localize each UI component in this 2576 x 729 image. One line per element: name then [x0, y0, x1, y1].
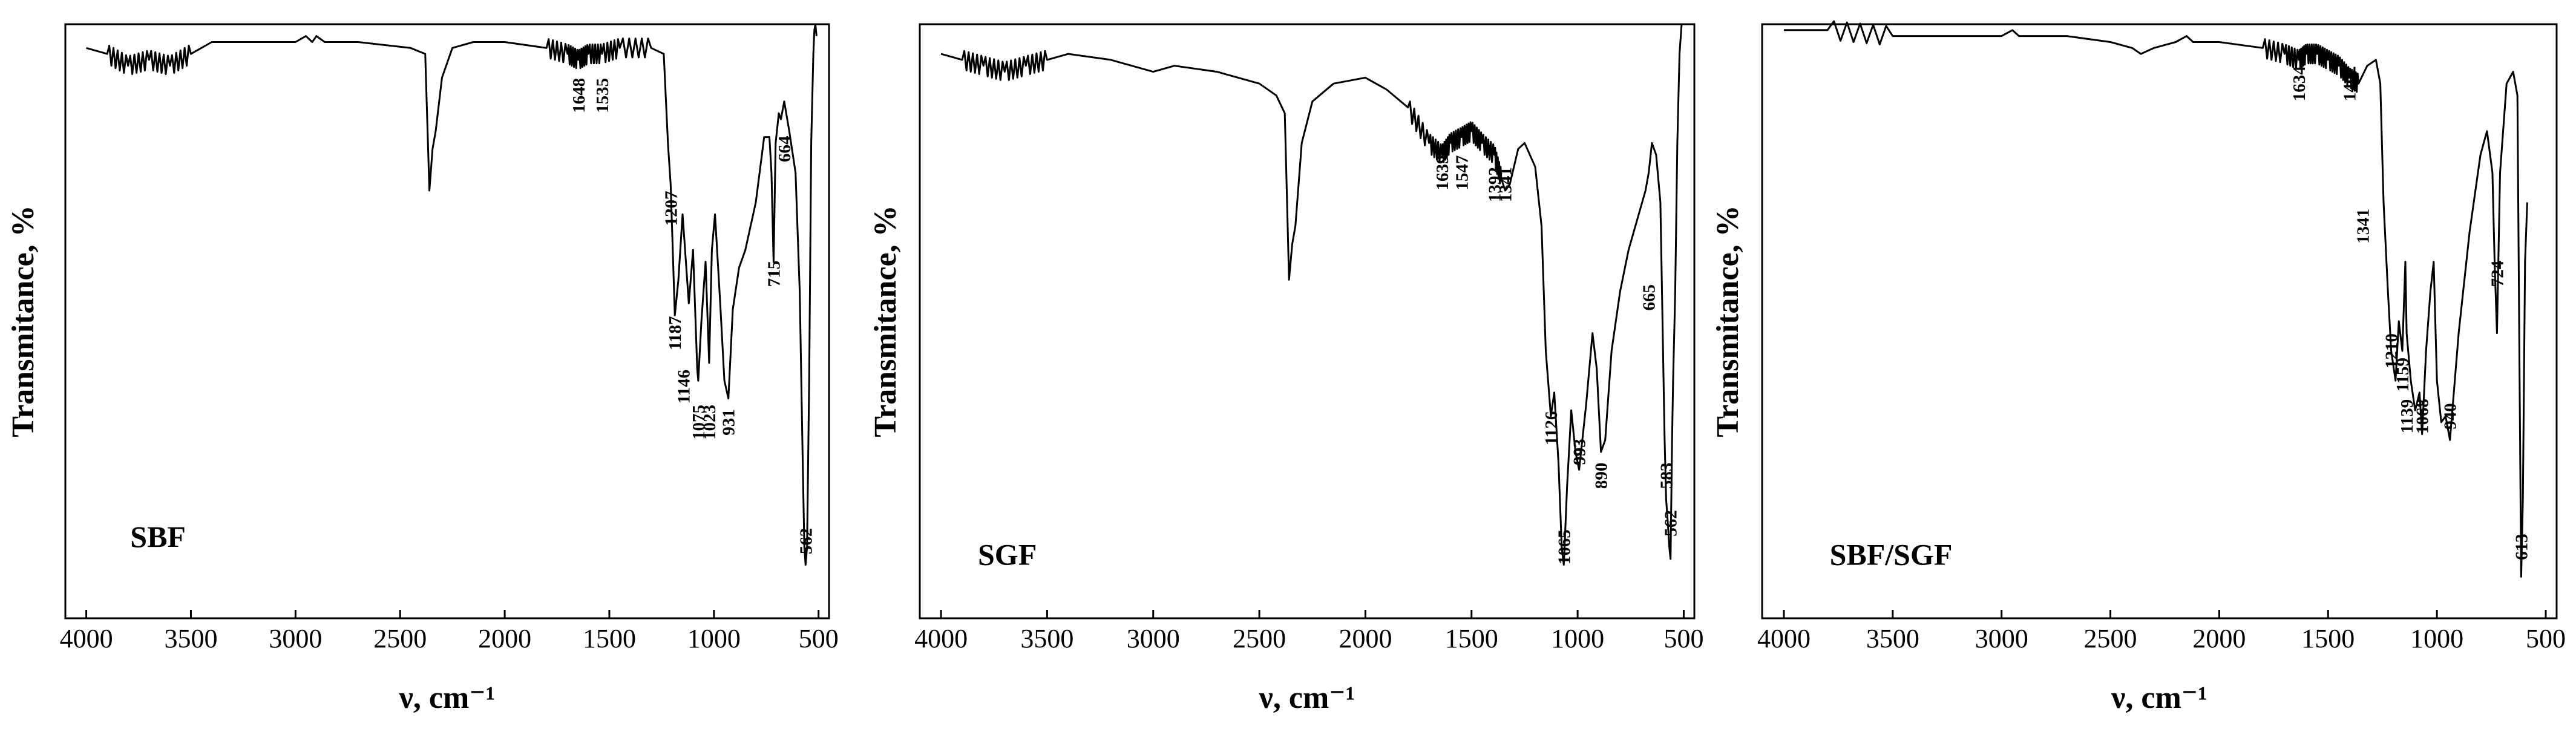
x-axis-title: ν, cm⁻¹	[2111, 681, 2207, 715]
panel-name: SBF	[130, 520, 186, 554]
x-tick-label: 2500	[1233, 624, 1286, 653]
spectrum-line	[1784, 20, 2528, 578]
x-tick-label: 1000	[687, 624, 741, 653]
x-tick-label: 1000	[2410, 624, 2463, 653]
x-tick-label: 3000	[1975, 624, 2028, 653]
peak-label: 1402	[2341, 66, 2360, 101]
peak-label: 613	[2512, 534, 2531, 560]
panel-0: 4000 3500 3000 2500 2000 1500 1000 500 ν, cm⁻¹ Tr…	[6, 23, 839, 715]
peak-label: 1648	[569, 78, 589, 113]
x-tick-label: 1000	[1551, 624, 1604, 653]
x-tick-label: 500	[2526, 624, 2566, 653]
plot-frame	[919, 23, 1696, 619]
peak-label: 931	[719, 409, 739, 436]
panel-2: 4000 3500 3000 2500 2000 1500 1000 500 ν, cm⁻¹ Tr…	[1711, 20, 2566, 715]
peak-label: 664	[775, 136, 795, 162]
peak-label: 1146	[674, 370, 693, 404]
x-tick-label: 3500	[1866, 624, 1919, 653]
peak-label: 1023	[700, 405, 719, 440]
x-axis-title: ν, cm⁻¹	[399, 681, 496, 715]
x-tick-label: 2500	[373, 624, 427, 653]
peak-label: 1341	[2353, 209, 2373, 244]
x-tick-label: 3500	[1020, 624, 1073, 653]
peak-label: 1392	[1486, 167, 1505, 202]
peak-label: 1126	[1542, 411, 1561, 445]
peak-label: 1547	[1452, 155, 1472, 191]
peak-label: 890	[1592, 463, 1611, 489]
x-tick-label: 4000	[914, 624, 968, 653]
x-tick-label: 1500	[1445, 624, 1498, 653]
x-tick-label: 3000	[269, 624, 322, 653]
peak-label: 665	[1640, 284, 1659, 310]
peak-label: 993	[1570, 439, 1590, 465]
x-axis-title: ν, cm⁻¹	[1259, 681, 1355, 715]
peak-label: 1639	[1433, 155, 1452, 191]
x-tick-label: 2000	[1339, 624, 1392, 653]
x-tick-label: 2000	[2192, 624, 2246, 653]
x-tick-label: 2500	[2084, 624, 2137, 653]
peak-label: 1075	[689, 405, 709, 440]
peak-label: 1159	[2393, 358, 2413, 391]
panel-name: SBF/SGF	[1830, 538, 1953, 572]
y-axis-title: Transmitance, %	[868, 205, 903, 437]
x-tick-label: 4000	[1757, 624, 1811, 653]
x-tick-label: 4000	[60, 624, 113, 653]
plot-frame	[1761, 23, 2558, 619]
peak-label: 940	[2441, 403, 2460, 430]
x-tick-label: 500	[1663, 624, 1703, 653]
x-tick-label: 1500	[583, 624, 636, 653]
peak-label: 1341	[1496, 167, 1516, 202]
x-tick-label: 3000	[1127, 624, 1180, 653]
x-tick-label: 3500	[164, 624, 217, 653]
y-axis-title: Transmitance, %	[6, 205, 41, 437]
peak-label: 1139	[2397, 399, 2417, 433]
spectrum-line	[940, 24, 1683, 566]
panel-1: 4000 3500 3000 2500 2000 1500 1000 500 ν, cm⁻¹ Tr…	[868, 23, 1703, 715]
x-tick-label: 2000	[478, 624, 531, 653]
peak-label: 1210	[2382, 333, 2402, 368]
peak-label: 1634	[2290, 66, 2309, 101]
peak-label: 583	[1657, 463, 1676, 489]
spectrum-line	[86, 23, 818, 566]
peak-label: 1068	[2413, 399, 2433, 434]
y-axis-title: Transmitance, %	[1711, 205, 1745, 437]
peak-label: 562	[796, 528, 816, 555]
peak-label: 715	[764, 261, 784, 287]
peak-label: 724	[2488, 261, 2507, 287]
peak-label: 1065	[1555, 529, 1574, 564]
peak-label: 1535	[593, 78, 612, 113]
plot-frame	[64, 23, 830, 619]
peak-label: 562	[1662, 510, 1681, 537]
peak-label: 1207	[661, 191, 681, 226]
panel-name: SGF	[978, 538, 1037, 572]
x-tick-label: 1500	[2301, 624, 2355, 653]
peak-label: 1187	[666, 316, 685, 350]
x-tick-label: 500	[799, 624, 839, 653]
